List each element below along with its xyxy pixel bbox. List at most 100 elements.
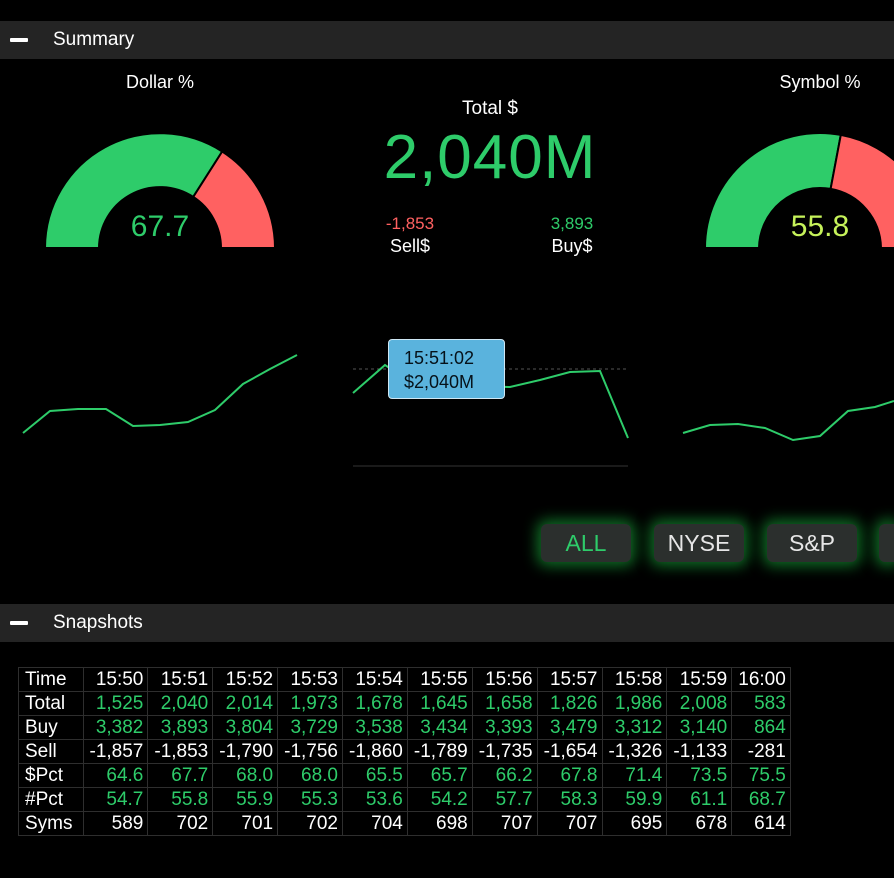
table-cell: 55.8 [147, 787, 214, 812]
table-row: Sell -1,857 -1,853 -1,790 -1,756 -1,860 -1,789… [18, 739, 791, 764]
table-cell: 1,986 [601, 691, 668, 716]
tab-all[interactable]: ALL [541, 524, 631, 562]
table-row: Buy 3,382 3,893 3,804 3,729 3,538 3,434 3,393 3,… [18, 715, 791, 740]
table-cell: 54.7 [82, 787, 149, 812]
table-row: Syms 589 702 701 702 704 698 707 707 695 678 614 [18, 811, 791, 836]
table-cell: 53.6 [342, 787, 408, 812]
table-cell: 589 [82, 811, 149, 836]
table-cell: 704 [342, 811, 408, 836]
table-cell: 707 [471, 811, 538, 836]
summary-section-header[interactable]: Summary [0, 21, 894, 59]
table-cell: 2,014 [212, 691, 279, 716]
table-cell: 3,538 [342, 715, 408, 740]
table-cell: 68.0 [277, 763, 343, 788]
row-header: Total [18, 691, 84, 716]
sparkline-area [22, 354, 894, 467]
table-cell: 1,645 [406, 691, 473, 716]
table-cell: 59.9 [601, 787, 668, 812]
row-header: Time [18, 667, 84, 692]
dollar-gauge-sell-arc [191, 150, 277, 249]
snapshots-section-title: Snapshots [53, 612, 143, 633]
table-cell: 698 [406, 811, 473, 836]
table-cell: 3,893 [147, 715, 214, 740]
table-cell: -1,756 [277, 739, 343, 764]
time-header-cell: 15:55 [406, 667, 473, 692]
table-cell: 1,658 [471, 691, 538, 716]
time-header-cell: 16:00 [731, 667, 791, 692]
time-header-cell: 15:56 [471, 667, 538, 692]
table-cell: 68.0 [212, 763, 279, 788]
table-cell: 3,140 [666, 715, 733, 740]
tab-nyse[interactable]: NYSE [654, 524, 744, 562]
table-cell: 701 [212, 811, 279, 836]
buy-label: Buy$ [551, 236, 593, 256]
table-cell: 2,040 [147, 691, 214, 716]
buy-value: 3,893 [550, 214, 594, 233]
table-cell: 75.5 [731, 763, 791, 788]
table-cell: 73.5 [666, 763, 733, 788]
table-cell: 3,434 [406, 715, 473, 740]
dollar-gauge-value: 67.7 [130, 210, 190, 243]
sell-value: -1,853 [385, 214, 435, 233]
table-cell: 678 [666, 811, 733, 836]
table-cell: 1,525 [82, 691, 149, 716]
table-cell: 3,804 [212, 715, 279, 740]
row-header: $Pct [18, 763, 84, 788]
table-cell: -1,133 [666, 739, 733, 764]
table-cell: 3,382 [82, 715, 149, 740]
table-cell: 54.2 [406, 787, 473, 812]
table-cell: -1,326 [601, 739, 668, 764]
time-header-cell: 15:53 [277, 667, 343, 692]
table-cell: 695 [601, 811, 668, 836]
tab-next-partial[interactable] [879, 524, 894, 562]
table-cell: 64.6 [82, 763, 149, 788]
symbol-gauge-sell-arc [829, 133, 894, 249]
table-cell: 864 [731, 715, 791, 740]
row-header: #Pct [18, 787, 84, 812]
row-header: Buy [18, 715, 84, 740]
table-row: #Pct 54.7 55.8 55.9 55.3 53.6 54.2 57.7 58.3 59.9… [18, 787, 791, 812]
collapse-icon[interactable] [10, 38, 28, 42]
chart-tooltip: 15:51:02 $2,040M [388, 339, 505, 399]
snapshots-section-header[interactable]: Snapshots [0, 604, 894, 642]
table-cell: 58.3 [536, 787, 603, 812]
symbol-sparkline [682, 400, 894, 442]
table-cell: 65.5 [342, 763, 408, 788]
table-cell: 3,729 [277, 715, 343, 740]
dollar-gauge [43, 132, 277, 249]
table-cell: -1,790 [212, 739, 279, 764]
sell-label: Sell$ [389, 236, 431, 256]
table-header-row: Time 15:50 15:51 15:52 15:53 15:54 15:55 15:56 1… [18, 667, 791, 692]
tab-sp[interactable]: S&P [767, 524, 857, 562]
table-cell: 3,393 [471, 715, 538, 740]
time-header-cell: 15:57 [536, 667, 603, 692]
tooltip-time: 15:51:02 [404, 348, 475, 368]
table-cell: 2,008 [666, 691, 733, 716]
table-cell: -1,860 [342, 739, 408, 764]
time-header-cell: 15:58 [601, 667, 668, 692]
table-cell: 61.1 [666, 787, 733, 812]
table-cell: -1,853 [147, 739, 214, 764]
collapse-icon[interactable] [10, 621, 28, 625]
time-header-cell: 15:51 [147, 667, 214, 692]
total-label: Total $ [462, 98, 518, 119]
total-value: 2,040M [383, 123, 597, 192]
symbol-gauge-buy-arc [703, 132, 842, 249]
time-header-cell: 15:59 [666, 667, 733, 692]
table-cell: 55.9 [212, 787, 279, 812]
dollar-gauge-title: Dollar % [125, 72, 195, 92]
table-cell: 1,678 [342, 691, 408, 716]
symbol-gauge-title: Symbol % [779, 72, 861, 92]
symbol-gauge-value: 55.8 [790, 210, 850, 243]
table-cell: 66.2 [471, 763, 538, 788]
table-cell: 67.8 [536, 763, 603, 788]
row-header: Syms [18, 811, 84, 836]
row-header: Sell [18, 739, 84, 764]
summary-section-title: Summary [53, 29, 135, 50]
tooltip-value: $2,040M [404, 372, 475, 392]
table-cell: 55.3 [277, 787, 343, 812]
table-cell: -1,654 [536, 739, 603, 764]
time-header-cell: 15:50 [82, 667, 149, 692]
table-cell: 614 [731, 811, 791, 836]
table-cell: 3,312 [601, 715, 668, 740]
